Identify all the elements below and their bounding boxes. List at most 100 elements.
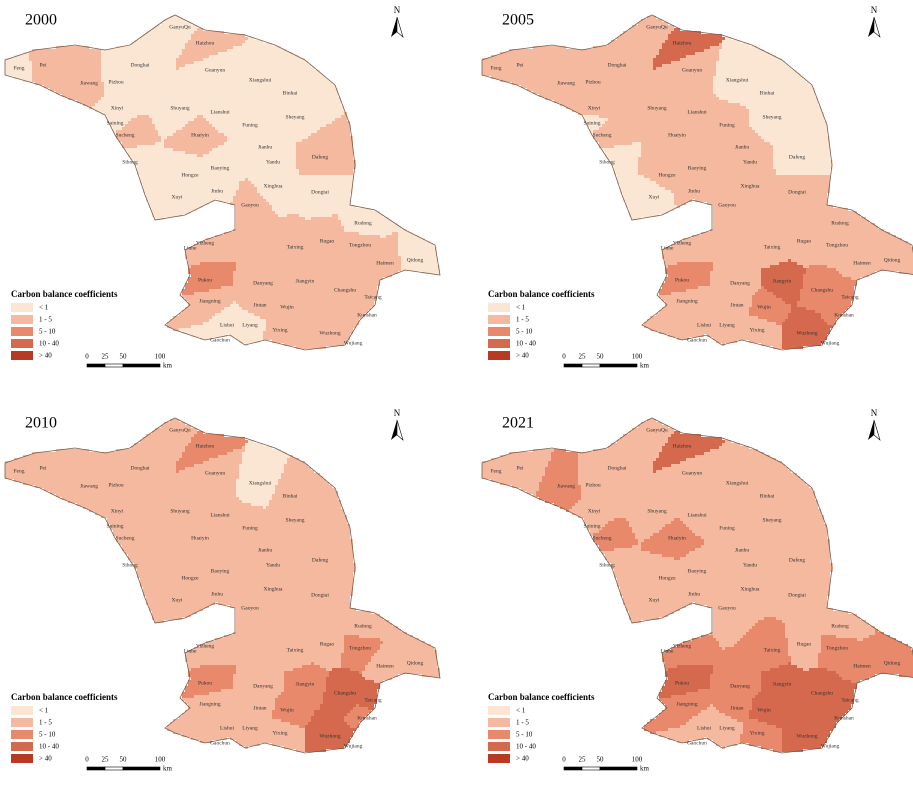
county-label: Kunshan <box>357 312 377 318</box>
county-area <box>161 148 206 193</box>
county-area <box>656 325 704 340</box>
county-label: Huaiyin <box>668 132 686 138</box>
county-area <box>875 629 913 677</box>
county-label: Pukou <box>675 680 689 686</box>
county-area <box>839 635 878 683</box>
legend-title: Carbon balance coefficients <box>11 692 118 702</box>
county-label: Feng <box>14 65 25 71</box>
county-area <box>641 518 704 560</box>
county-area <box>203 142 248 181</box>
county-area <box>680 301 716 340</box>
county-label: GanyuQu <box>646 427 668 433</box>
county-label: Wujin <box>757 707 771 713</box>
county-label: Kunshan <box>834 715 854 721</box>
county-label: Jinhu <box>688 188 700 194</box>
county-area <box>578 452 617 497</box>
legend-swatch <box>11 706 33 715</box>
county-label: Taixing <box>287 647 304 653</box>
county-label: Liyang <box>242 725 258 731</box>
county-area <box>740 316 782 349</box>
county-label: Pei <box>39 465 47 471</box>
county-area <box>227 503 272 551</box>
province-outline <box>481 14 913 351</box>
county-label: Wuzhong <box>319 733 340 739</box>
county-area <box>305 710 347 752</box>
county-label: Jintan <box>730 705 743 711</box>
county-area <box>338 199 398 238</box>
north-arrow <box>868 17 874 37</box>
legend-label: > 40 <box>39 352 52 360</box>
county-area <box>713 292 752 319</box>
legend-label: 5 - 10 <box>39 731 56 739</box>
legend-label: 1 - 5 <box>39 316 52 324</box>
legend-label: > 40 <box>516 755 529 763</box>
county-area <box>293 175 353 220</box>
legend-label: 5 - 10 <box>39 328 56 336</box>
county-area <box>248 175 299 217</box>
county-area <box>146 575 200 623</box>
county-area <box>227 100 272 148</box>
county-area <box>782 710 824 752</box>
county-area <box>674 581 716 611</box>
county-area <box>146 172 200 220</box>
county-area <box>203 704 239 743</box>
county-area <box>815 725 833 749</box>
county-area <box>773 515 833 578</box>
county-label: Wujiang <box>821 340 840 346</box>
county-area <box>674 178 716 208</box>
scale-label: 25 <box>579 353 587 361</box>
scale-label: 0 <box>562 756 566 764</box>
county-label: Pukou <box>198 680 212 686</box>
county-label: Gaoyou <box>718 605 736 611</box>
county-label: Dongtai <box>311 592 329 598</box>
legend-label: > 40 <box>39 755 52 763</box>
county-label: Jianhu <box>735 547 750 553</box>
county-label: Suining <box>106 523 123 529</box>
county-label: Suining <box>106 120 123 126</box>
county-area <box>236 695 275 722</box>
scale-unit: km <box>640 362 650 370</box>
county-label: Jianhu <box>258 144 273 150</box>
county-area <box>623 575 677 623</box>
legend-swatch <box>488 718 510 727</box>
county-label: GanyuQu <box>169 24 191 30</box>
county-label: Pukou <box>675 277 689 283</box>
county-area <box>203 301 239 340</box>
county-area <box>362 232 401 280</box>
county-label: Changshu <box>334 287 356 293</box>
county-label: Shuyang <box>170 105 190 111</box>
county-label: Wujiang <box>344 743 363 749</box>
county-area <box>734 617 791 671</box>
county-area <box>272 286 314 325</box>
county-area <box>623 172 677 220</box>
county-label: Rugao <box>797 238 812 244</box>
county-area <box>644 689 713 734</box>
legend-swatch <box>488 351 510 360</box>
county-label: Sucheng <box>593 535 612 541</box>
county-label: Danyang <box>730 280 750 286</box>
county-label: Pei <box>516 62 524 68</box>
scale-label: 25 <box>102 756 110 764</box>
legend-label: 10 - 40 <box>39 743 59 751</box>
county-label: Gaoyou <box>718 202 736 208</box>
scale-bar <box>599 363 638 368</box>
county-label: Suining <box>583 523 600 529</box>
legend-title: Carbon balance coefficients <box>488 692 595 702</box>
county-label: Yizheng <box>673 643 692 649</box>
scale-label: 100 <box>632 353 643 361</box>
county-area <box>305 307 347 349</box>
county-label: Yandu <box>743 562 757 568</box>
legend-label: 10 - 40 <box>39 340 59 348</box>
county-area <box>248 545 299 578</box>
county-area <box>749 500 821 548</box>
county-area <box>734 214 791 268</box>
county-label: Feng <box>14 468 25 474</box>
county-area <box>674 635 722 665</box>
county-label: Gaoyou <box>241 202 259 208</box>
county-area <box>167 286 236 331</box>
county-area <box>749 689 791 728</box>
county-area <box>344 301 371 325</box>
county-area <box>344 704 371 728</box>
legend-swatch <box>488 706 510 715</box>
county-label: Haizhou <box>673 443 692 449</box>
